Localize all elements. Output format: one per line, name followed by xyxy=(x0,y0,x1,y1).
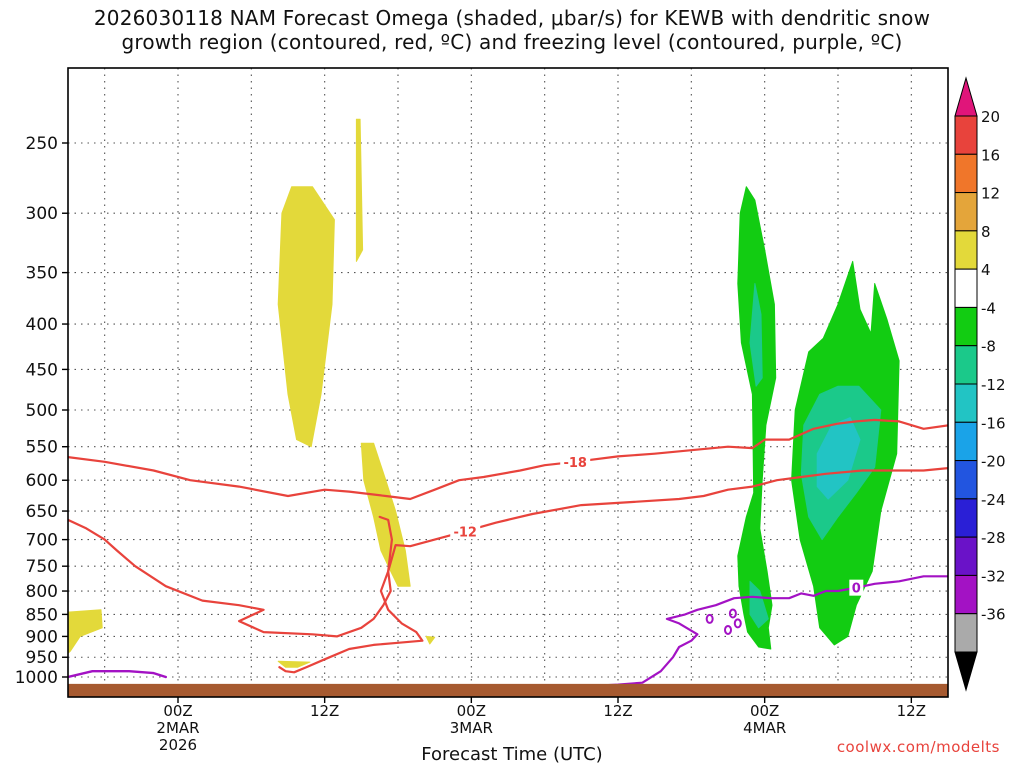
isotherm-12-label-bg xyxy=(450,523,481,540)
isotherm-18 xyxy=(68,418,948,501)
colorbar-bin-9 xyxy=(954,460,978,500)
colorbar-bin-7 xyxy=(954,383,978,423)
x-tick-label-12-0: 12Z xyxy=(310,702,339,720)
x-tick-label-48-0: 00Z xyxy=(750,702,779,720)
colorbar-label-4: 4 xyxy=(981,261,991,279)
terrain-band xyxy=(68,683,948,697)
colorbar-bin-12 xyxy=(954,574,978,615)
freezing-level-blob-3 xyxy=(728,608,737,619)
colorbar-bin-10 xyxy=(954,498,978,538)
chart-title: 2026030118 NAM Forecast Omega (shaded, μ… xyxy=(0,6,1024,54)
colorbar-label-12: -32 xyxy=(981,567,1006,585)
colorbar-bin-13 xyxy=(954,613,978,653)
colorbar-top-arrow xyxy=(954,76,978,117)
y-tick-label-650: 650 xyxy=(26,502,58,522)
isotherm-12-lower xyxy=(278,515,424,674)
y-tick-label-950: 950 xyxy=(26,648,58,668)
colorbar-bin-0 xyxy=(954,115,978,155)
y-tick-label-600: 600 xyxy=(26,471,58,491)
colorbar-label-7: -12 xyxy=(981,376,1006,394)
omega-region-rising-yellow-thin xyxy=(355,118,364,262)
x-axis-label: Forecast Time (UTC) xyxy=(421,744,603,765)
omega-region-sinking-teal-left xyxy=(749,580,769,629)
plot-frame xyxy=(67,67,949,698)
y-tick-label-300: 300 xyxy=(26,204,58,224)
x-tick-label-24-1: 3MAR xyxy=(450,719,493,737)
omega-region-rising-yellow-low-small xyxy=(277,660,311,668)
freezing-level-blob-2 xyxy=(733,618,742,629)
chart-title-line1: 2026030118 NAM Forecast Omega (shaded, μ… xyxy=(93,6,931,30)
colorbar-label-0: 20 xyxy=(981,108,1000,126)
x-tick-label-36-0: 12Z xyxy=(603,702,632,720)
colorbar-label-10: -24 xyxy=(981,491,1006,509)
isotherm-12-label: -12 xyxy=(453,525,477,540)
y-tick-label-400: 400 xyxy=(26,315,58,335)
y-tick-label-800: 800 xyxy=(26,582,58,602)
colorbar-bin-4 xyxy=(954,268,978,308)
colorbar-label-6: -8 xyxy=(981,338,996,356)
freezing-level-blob-0 xyxy=(705,613,714,624)
colorbar: 20 16 12 8 4 -4 -8 -12 -16 -20 -24 -28 -32 -36 xyxy=(954,76,1006,692)
credit-text: coolwx.com/modelts xyxy=(836,738,1000,756)
omega-region-rising-yellow-lowleft xyxy=(68,609,103,654)
x-tick-label-0-1: 2MAR xyxy=(156,719,199,737)
y-tick-label-700: 700 xyxy=(26,531,58,551)
isotherm-0-label-bg xyxy=(849,579,864,596)
isotherm-18-label: -18 xyxy=(563,456,587,471)
x-tick-label-60-0: 12Z xyxy=(897,702,926,720)
colorbar-label-2: 12 xyxy=(981,185,1000,203)
x-tick-label-48-1: 4MAR xyxy=(743,719,786,737)
colorbar-bin-11 xyxy=(954,536,978,576)
y-tick-label-550: 550 xyxy=(26,438,58,458)
y-tick-label-1000: 1000 xyxy=(15,668,58,688)
axes: 2503003504004505005506006507007508008509… xyxy=(15,67,949,754)
y-tick-label-850: 850 xyxy=(26,605,58,625)
omega-region-rising-yellow-upper xyxy=(277,186,335,448)
isotherm-0-left xyxy=(68,670,168,679)
colorbar-label-13: -36 xyxy=(981,606,1006,624)
colorbar-label-1: 16 xyxy=(981,146,1000,164)
colorbar-bin-3 xyxy=(954,230,978,270)
colorbar-bin-2 xyxy=(954,192,978,232)
y-tick-label-350: 350 xyxy=(26,264,58,284)
colorbar-label-9: -20 xyxy=(981,453,1006,471)
x-tick-label-24-0: 00Z xyxy=(457,702,486,720)
y-tick-label-900: 900 xyxy=(26,627,58,647)
y-tick-label-250: 250 xyxy=(26,134,58,154)
isotherm-18-label-bg xyxy=(560,453,591,470)
omega-region-sinking-green-left xyxy=(737,186,777,650)
chart-title-line2: growth region (contoured, red, ºC) and f… xyxy=(121,30,903,54)
colorbar-label-5: -4 xyxy=(981,299,996,317)
colorbar-bottom-arrow xyxy=(954,651,978,692)
x-tick-label-0-2: 2026 xyxy=(159,736,197,754)
isotherm-0-label: 0 xyxy=(852,582,861,597)
freezing-level-blob-1 xyxy=(724,624,732,635)
x-tick-label-0-0: 00Z xyxy=(163,702,192,720)
colorbar-label-11: -28 xyxy=(981,529,1006,547)
colorbar-label-3: 8 xyxy=(981,223,991,241)
colorbar-bin-6 xyxy=(954,345,978,385)
colorbar-bin-8 xyxy=(954,421,978,462)
y-tick-label-450: 450 xyxy=(26,360,58,380)
omega-region-rising-yellow-mid xyxy=(360,442,411,587)
plot-area: -18 -12 0 xyxy=(68,68,948,697)
colorbar-bin-5 xyxy=(954,306,978,347)
y-tick-label-500: 500 xyxy=(26,401,58,421)
omega-region-rising-yellow-dot xyxy=(425,635,436,645)
colorbar-label-8: -16 xyxy=(981,414,1006,432)
isotherm-0 xyxy=(580,575,948,688)
colorbar-bin-1 xyxy=(954,153,978,194)
y-tick-label-750: 750 xyxy=(26,557,58,577)
omega-region-sinking-teal-upper xyxy=(749,283,763,387)
plot-content: -18 -12 0 xyxy=(68,68,948,697)
